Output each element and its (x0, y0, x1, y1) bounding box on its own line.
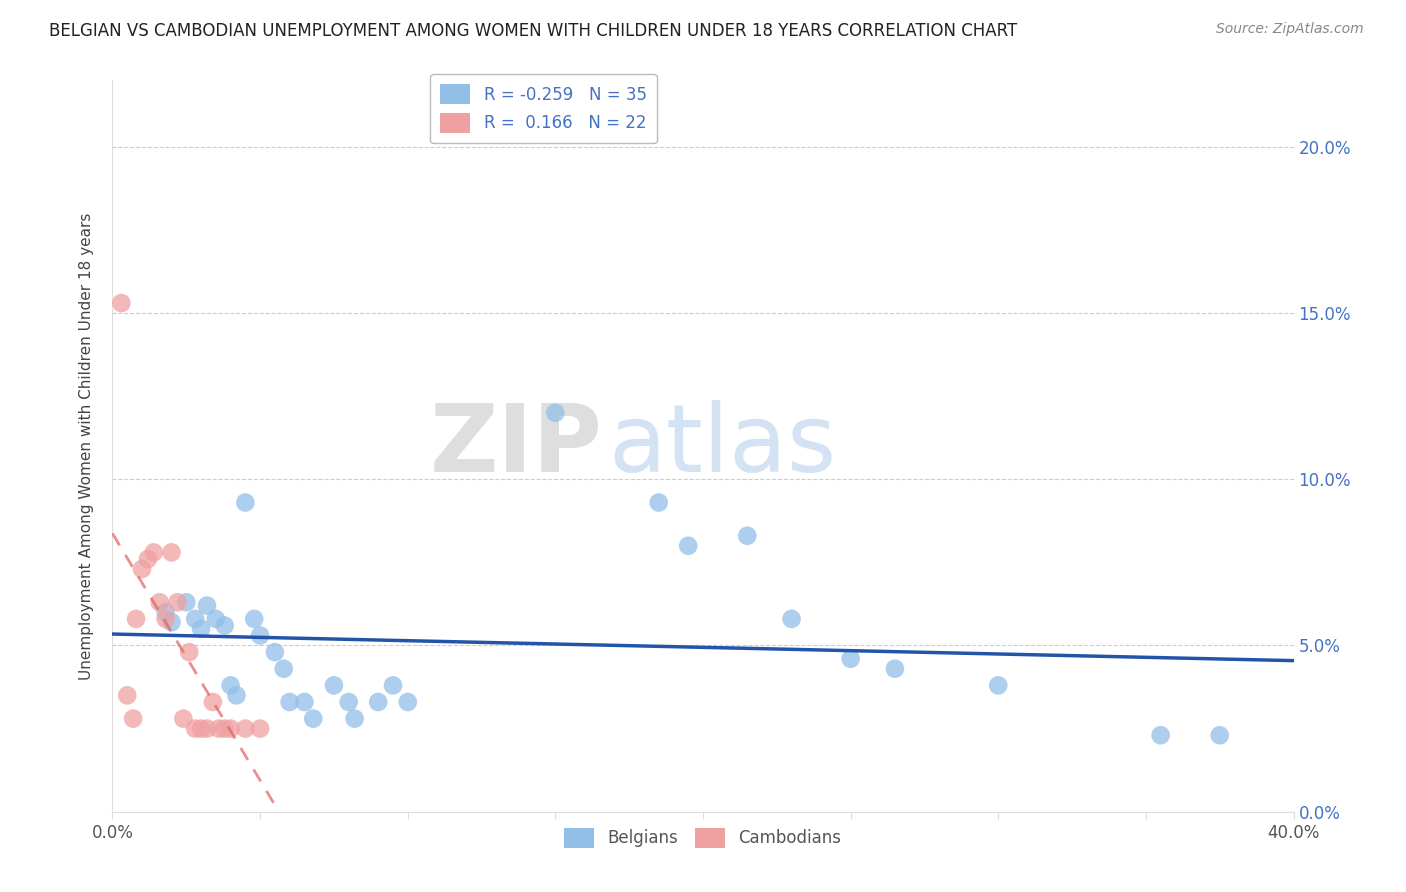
Text: atlas: atlas (609, 400, 837, 492)
Point (149, 595, 172, 609)
Point (155, 612, 177, 626)
Point (142, 545, 165, 559)
Point (184, 612, 207, 626)
Point (264, 645, 287, 659)
Point (214, 722, 236, 736)
Text: Source: ZipAtlas.com: Source: ZipAtlas.com (1216, 22, 1364, 37)
Point (544, 406, 567, 420)
Point (323, 678, 346, 692)
Point (184, 722, 207, 736)
Point (233, 495, 256, 509)
Point (208, 722, 231, 736)
Point (337, 695, 360, 709)
Point (737, 529, 759, 543)
Point (884, 662, 907, 676)
Point (273, 662, 295, 676)
Point (174, 595, 197, 609)
Point (190, 722, 212, 736)
Point (195, 599, 218, 613)
Point (205, 612, 228, 626)
Point (219, 678, 242, 692)
Point (278, 695, 301, 709)
Point (249, 628, 271, 642)
Point (160, 615, 183, 630)
Point (214, 618, 236, 632)
Point (125, 612, 148, 626)
Point (249, 722, 271, 736)
Text: BELGIAN VS CAMBODIAN UNEMPLOYMENT AMONG WOMEN WITH CHILDREN UNDER 18 YEARS CORRE: BELGIAN VS CAMBODIAN UNEMPLOYMENT AMONG … (49, 22, 1018, 40)
Point (131, 562, 153, 576)
Point (172, 712, 194, 726)
Point (190, 622, 212, 636)
Point (225, 689, 247, 703)
Point (166, 595, 188, 609)
Point (382, 678, 405, 692)
Point (179, 645, 201, 659)
Point (839, 652, 862, 666)
Point (678, 539, 700, 553)
Text: ZIP: ZIP (430, 400, 603, 492)
Point (122, 712, 145, 726)
Legend: Belgians, Cambodians: Belgians, Cambodians (558, 821, 848, 855)
Point (987, 678, 1010, 692)
Point (396, 695, 419, 709)
Point (367, 695, 389, 709)
Point (292, 695, 315, 709)
Y-axis label: Unemployment Among Women with Children Under 18 years: Unemployment Among Women with Children U… (79, 212, 94, 680)
Point (160, 545, 183, 559)
Point (1208, 728, 1232, 742)
Point (243, 612, 266, 626)
Point (117, 689, 138, 703)
Point (780, 612, 803, 626)
Point (136, 552, 159, 566)
Point (233, 722, 256, 736)
Point (219, 722, 242, 736)
Point (110, 296, 132, 310)
Point (195, 722, 218, 736)
Point (647, 495, 671, 509)
Point (1150, 728, 1173, 742)
Point (201, 695, 224, 709)
Point (155, 605, 177, 619)
Point (302, 712, 325, 726)
Point (343, 712, 366, 726)
